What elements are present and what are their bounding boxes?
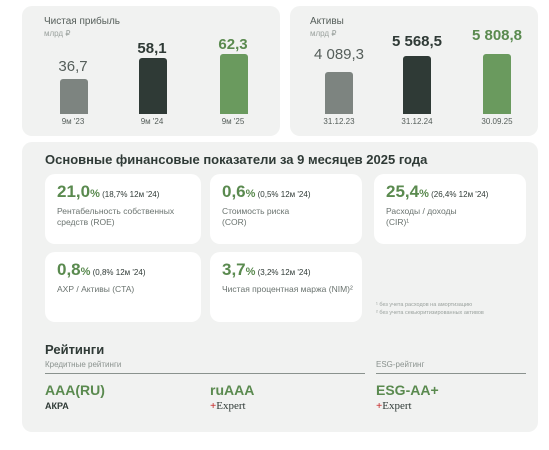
roe-value: 21,0 xyxy=(57,182,91,201)
bar-value: 36,7 xyxy=(58,58,88,75)
ratings-title: Рейтинги xyxy=(45,342,105,357)
cor-desc: Стоимость риска (COR) xyxy=(222,206,290,227)
net-profit-panel: Чистая прибыль млрд ₽ 36,7 9м '23 58,1 9… xyxy=(22,6,280,136)
cor-card: 0,6% (0,5% 12м '24) Стоимость риска (COR… xyxy=(210,174,362,244)
bar-value: 4 089,3 xyxy=(313,46,365,63)
cta-value: 0,8 xyxy=(57,260,81,279)
footnote: ¹ без учета расходов на амортизацию xyxy=(376,302,473,308)
net-profit-unit: млрд ₽ xyxy=(44,29,71,38)
rating-acra-value: AAA(RU) xyxy=(45,382,105,398)
cor-compare: (0,5% 12м '24) xyxy=(255,190,311,199)
bar-value: 5 568,5 xyxy=(391,33,443,50)
acra-agency: АКРА xyxy=(45,401,69,411)
bar xyxy=(60,79,88,114)
cir-value: 25,4 xyxy=(386,182,420,201)
roe-card: 21,0% (18,7% 12м '24) Рентабельность соб… xyxy=(45,174,201,244)
cta-card: 0,8% (0,8% 12м '24) АХР / Активы (CTA) xyxy=(45,252,201,322)
assets-panel: Активы млрд ₽ 4 089,3 31.12.23 5 568,5 3… xyxy=(290,6,538,136)
roe-desc: Рентабельность собственных средств (ROE) xyxy=(57,206,175,227)
bar xyxy=(483,54,511,114)
roe-compare: (18,7% 12м '24) xyxy=(99,190,160,199)
bar-label: 30.09.25 xyxy=(481,117,513,126)
bar xyxy=(139,58,167,114)
bar-value: 5 808,8 xyxy=(471,27,523,44)
expert-ra-logo: +Expert xyxy=(210,400,246,412)
bar xyxy=(325,72,353,114)
nim-desc: Чистая процентная маржа (NIM)² xyxy=(222,284,353,294)
bar-value: 62,3 xyxy=(218,36,248,53)
net-profit-title: Чистая прибыль xyxy=(44,16,120,27)
bar-label: 9м '25 xyxy=(221,117,245,126)
rating-expert-value: ruAAA xyxy=(210,382,255,398)
cta-desc: АХР / Активы (CTA) xyxy=(57,284,135,294)
credit-ratings-label: Кредитные рейтинги xyxy=(45,360,122,369)
bar xyxy=(220,54,248,114)
bar-label: 31.12.24 xyxy=(401,117,433,126)
bar-value: 58,1 xyxy=(137,40,167,57)
cir-card: 25,4% (26,4% 12м '24) Расходы / доходы (… xyxy=(374,174,526,244)
cir-compare: (26,4% 12м '24) xyxy=(428,190,489,199)
expert-ra-logo: +Expert xyxy=(376,400,412,412)
cor-value: 0,6 xyxy=(222,182,246,201)
nim-card: 3,7% (3,2% 12м '24) Чистая процентная ма… xyxy=(210,252,362,322)
credit-ratings-divider xyxy=(45,373,365,374)
bar-label: 9м '23 xyxy=(61,117,85,126)
indicators-title: Основные финансовые показатели за 9 меся… xyxy=(45,152,428,167)
bar xyxy=(403,56,431,114)
bar-label: 31.12.23 xyxy=(323,117,355,126)
footnote: ² без учета секьюритизированных активов xyxy=(376,310,484,316)
assets-title: Активы xyxy=(310,16,344,27)
nim-value: 3,7 xyxy=(222,260,246,279)
indicators-panel: Основные финансовые показатели за 9 меся… xyxy=(22,142,538,432)
nim-compare: (3,2% 12м '24) xyxy=(255,268,311,277)
cta-compare: (0,8% 12м '24) xyxy=(90,268,146,277)
rating-esg-value: ESG-AA+ xyxy=(376,382,439,398)
esg-rating-label: ESG-рейтинг xyxy=(376,360,425,369)
assets-unit: млрд ₽ xyxy=(310,29,337,38)
esg-rating-divider xyxy=(376,373,526,374)
cir-desc: Расходы / доходы (CIR)¹ xyxy=(386,206,457,227)
bar-label: 9м '24 xyxy=(140,117,164,126)
